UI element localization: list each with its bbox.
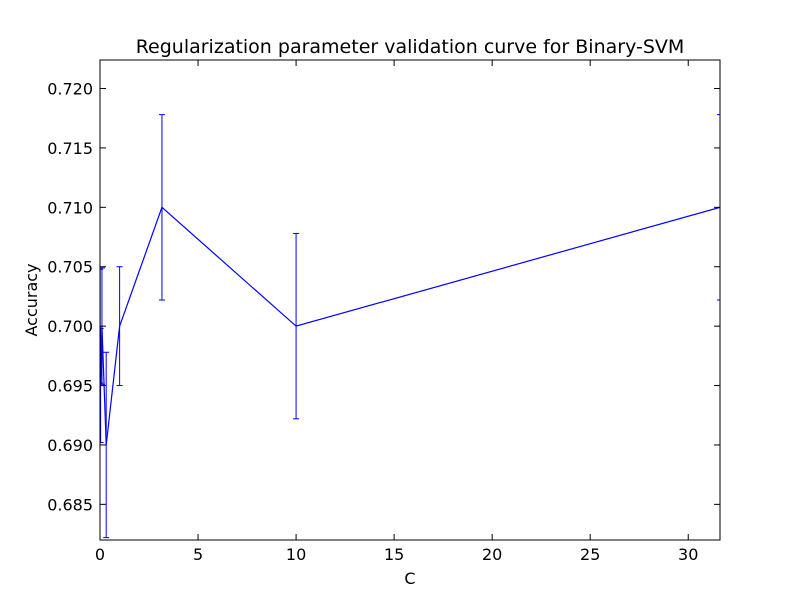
y-tick-label: 0.685	[47, 495, 93, 514]
y-axis-label: Accuracy	[22, 263, 41, 336]
y-tick-label: 0.720	[47, 80, 93, 99]
x-tick-label: 30	[678, 545, 698, 564]
x-tick-label: 10	[286, 545, 306, 564]
x-tick-label: 25	[580, 545, 600, 564]
y-tick-label: 0.700	[47, 317, 93, 336]
x-axis: 0 5 10 15 20 25 30	[95, 60, 698, 564]
y-tick-label: 0.690	[47, 436, 93, 455]
x-tick-label: 5	[193, 545, 203, 564]
y-axis: 0.685 0.690 0.695 0.700 0.705 0.710 0.715 0.720	[47, 80, 720, 514]
x-tick-label: 0	[95, 545, 105, 564]
chart-title: Regularization parameter validation curv…	[136, 36, 685, 58]
y-tick-label: 0.710	[47, 198, 93, 217]
x-tick-label: 15	[384, 545, 404, 564]
error-bar	[717, 114, 720, 301]
y-tick-label: 0.705	[47, 258, 93, 277]
y-tick-label: 0.695	[47, 377, 93, 396]
x-tick-label: 20	[482, 545, 502, 564]
y-tick-label: 0.715	[47, 139, 93, 158]
axes-frame	[99, 59, 721, 541]
x-axis-label: C	[404, 569, 415, 588]
series-line	[100, 206, 720, 446]
plot-area	[100, 114, 720, 539]
